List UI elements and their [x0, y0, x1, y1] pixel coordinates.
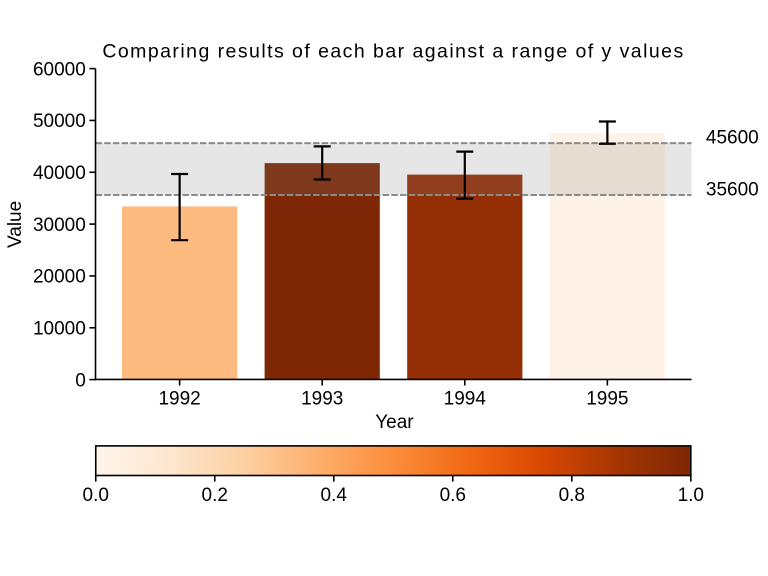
svg-text:35600: 35600	[706, 179, 759, 200]
svg-text:1992: 1992	[158, 388, 200, 409]
svg-text:Value: Value	[5, 201, 26, 248]
svg-text:0.4: 0.4	[321, 485, 348, 506]
svg-text:10000: 10000	[33, 319, 86, 340]
svg-text:45600: 45600	[706, 128, 759, 149]
svg-text:1.0: 1.0	[678, 485, 704, 506]
svg-text:0.8: 0.8	[559, 485, 585, 506]
svg-text:20000: 20000	[33, 267, 86, 288]
svg-text:1994: 1994	[444, 388, 487, 409]
svg-text:60000: 60000	[33, 59, 86, 80]
svg-text:Year: Year	[375, 412, 414, 433]
svg-text:0.0: 0.0	[83, 485, 109, 506]
svg-text:30000: 30000	[33, 215, 86, 236]
svg-text:Comparing results of each bar: Comparing results of each bar against a …	[102, 41, 684, 63]
svg-text:0.2: 0.2	[202, 485, 228, 506]
svg-text:40000: 40000	[33, 163, 86, 184]
svg-text:0: 0	[75, 370, 86, 391]
svg-text:50000: 50000	[33, 111, 86, 132]
svg-text:0.6: 0.6	[440, 485, 466, 506]
svg-text:1993: 1993	[301, 388, 343, 409]
svg-text:1995: 1995	[586, 388, 628, 409]
